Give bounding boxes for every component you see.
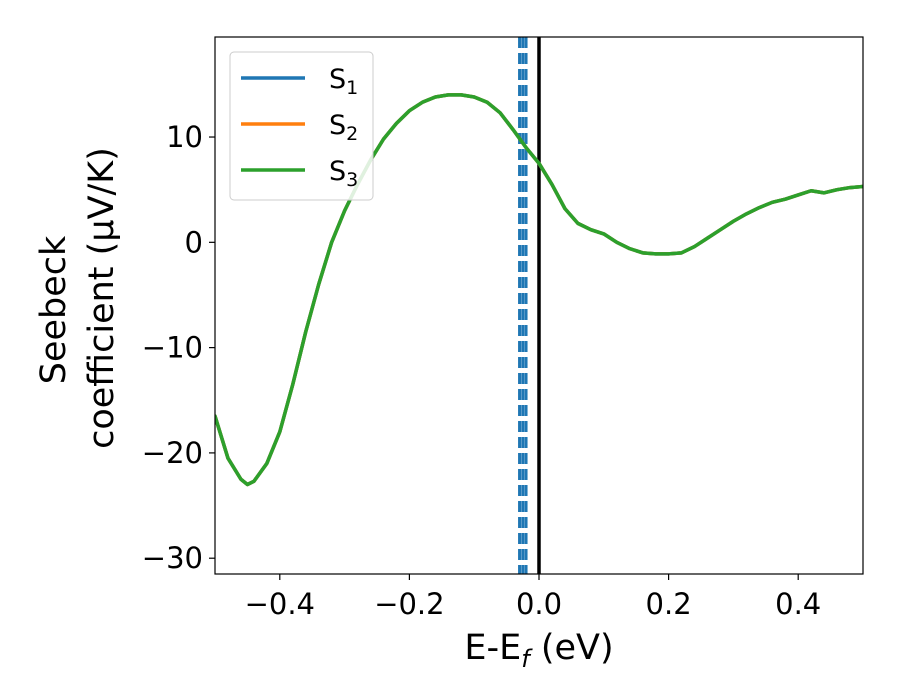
- legend-label-s1: S1: [329, 64, 358, 99]
- y-tick-label: −30: [142, 541, 203, 575]
- x-tick-label: 0.0: [516, 587, 562, 621]
- y-tick-label: −10: [142, 331, 203, 365]
- y-tick-label: −20: [142, 436, 203, 470]
- series-lines: [215, 93, 863, 487]
- y-tick-label: 0: [185, 225, 203, 259]
- y-tick-label: 10: [166, 120, 203, 154]
- legend-label-s3: S3: [329, 156, 358, 191]
- legend-label-s2: S2: [329, 110, 358, 145]
- legend: S1 S2 S3: [229, 51, 374, 201]
- x-tick-label: −0.4: [245, 587, 315, 621]
- x-axis-label-main: E-E: [464, 628, 521, 668]
- x-tick-label: 0.2: [646, 587, 692, 621]
- x-axis-label: E-Ef (eV): [464, 628, 613, 673]
- vertical-reference-lines: [518, 37, 541, 574]
- y-axis-label-line1: Seebeck: [34, 235, 74, 384]
- series-line-s3: [215, 93, 863, 487]
- y-axis-label-line2: coefficient (μV/K): [82, 147, 122, 449]
- x-tick-label: 0.4: [775, 587, 821, 621]
- x-tick-label: −0.2: [374, 587, 444, 621]
- x-axis-ticks: −0.4 −0.2 0.0 0.2 0.4: [245, 574, 821, 621]
- y-axis-ticks: −30 −20 −10 0 10: [142, 120, 215, 575]
- legend-frame: [229, 51, 374, 201]
- x-axis-label-tail: (eV): [530, 628, 614, 668]
